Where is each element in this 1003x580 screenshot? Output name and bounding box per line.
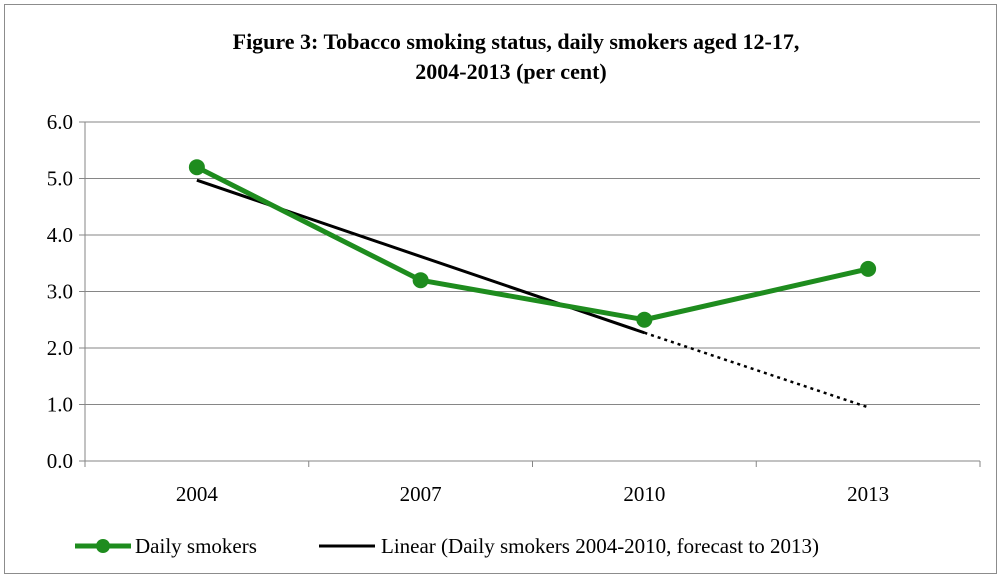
legend-item-daily-smokers: Daily smokers [75, 534, 257, 558]
x-tick-label: 2010 [623, 482, 665, 506]
y-tick-label: 2.0 [47, 336, 73, 360]
legend-label-daily-smokers: Daily smokers [135, 534, 257, 558]
axes [84, 122, 981, 467]
legend: Daily smokers Linear (Daily smokers 2004… [75, 534, 819, 558]
chart-subtitle: 2004-2013 (per cent) [415, 59, 606, 84]
y-tick-label: 1.0 [47, 393, 73, 417]
gridlines [79, 121, 980, 462]
y-tick-label: 5.0 [47, 167, 73, 191]
legend-item-linear-trend: Linear (Daily smokers 2004-2010, forecas… [319, 534, 819, 558]
y-tick-label: 3.0 [47, 280, 73, 304]
y-tick-label: 0.0 [47, 449, 73, 473]
x-tick-label: 2007 [400, 482, 442, 506]
y-tick-label: 4.0 [47, 223, 73, 247]
data-point-marker [860, 260, 877, 277]
chart-title: Figure 3: Tobacco smoking status, daily … [233, 29, 800, 54]
daily-smokers-line [195, 164, 869, 323]
y-tick-label: 6.0 [47, 110, 73, 134]
trendline-forecast [643, 331, 869, 409]
daily-smokers-series [188, 159, 877, 328]
x-tick-labels: 2004 2007 2010 2013 [176, 482, 889, 506]
data-point-marker [188, 159, 205, 176]
chart-frame: Figure 3: Tobacco smoking status, daily … [4, 4, 997, 574]
legend-marker-daily-smokers [96, 539, 110, 553]
x-tick-label: 2013 [847, 482, 889, 506]
legend-label-linear-trend: Linear (Daily smokers 2004-2010, forecas… [381, 534, 819, 558]
data-point-marker [636, 311, 653, 328]
y-tick-labels: 0.0 1.0 2.0 3.0 4.0 5.0 6.0 [47, 110, 73, 473]
data-point-marker [412, 272, 429, 289]
line-chart: Figure 3: Tobacco smoking status, daily … [47, 29, 981, 558]
x-tick-label: 2004 [176, 482, 219, 506]
